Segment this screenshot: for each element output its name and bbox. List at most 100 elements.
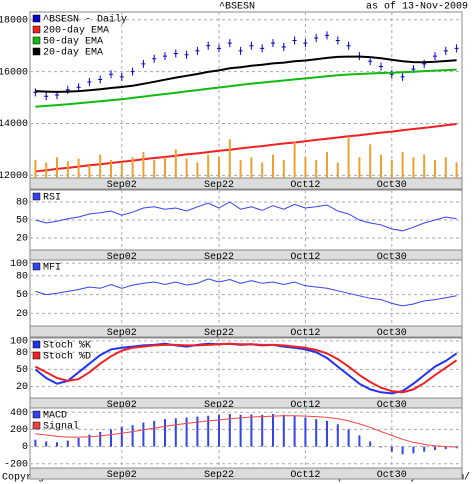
y-tick-label: -200 [4, 459, 28, 470]
bar [77, 438, 80, 447]
bar [455, 162, 458, 178]
legend-label: Stoch %K [43, 340, 91, 352]
bar [455, 446, 458, 449]
bar [434, 159, 436, 178]
panel [29, 407, 463, 469]
bar [358, 157, 361, 178]
x-tick-label: Oct30 [377, 180, 407, 191]
bar [347, 136, 350, 178]
bar [326, 152, 328, 178]
x-tick-label: Oct30 [377, 328, 407, 339]
price-mark [119, 72, 124, 81]
bar [99, 432, 102, 447]
legend-label: MACD [43, 411, 67, 422]
price-mark [433, 52, 437, 61]
bar [228, 414, 231, 447]
price-mark [87, 78, 92, 87]
bar [131, 425, 134, 447]
y-tick-label: 20 [16, 309, 28, 320]
series-line [35, 68, 457, 108]
legend-label: MFI [43, 263, 61, 274]
panel [29, 11, 463, 179]
x-tick-label: Oct12 [290, 400, 320, 411]
legend-swatch [32, 410, 41, 419]
y-tick-label: 80 [16, 348, 28, 359]
x-tick-label: Sep22 [204, 328, 234, 339]
price-mark [260, 44, 265, 53]
legend-label: Stoch %D [43, 351, 91, 363]
bar [434, 446, 436, 450]
y-tick-label: 20 [16, 382, 28, 393]
price-mark [173, 49, 178, 58]
legend-swatch [32, 47, 41, 56]
bar [304, 157, 307, 178]
y-tick-label: 400 [10, 408, 28, 419]
bar [401, 152, 404, 178]
x-tick-label: Oct12 [290, 470, 320, 481]
price-mark [292, 36, 297, 45]
price-mark [206, 41, 211, 50]
legend-swatch [32, 36, 41, 45]
x-tick-label: Oct30 [377, 252, 407, 263]
bar [218, 414, 220, 447]
bar [77, 158, 80, 178]
legend-label: 200-day EMA [43, 25, 109, 37]
x-tick-label: Sep02 [107, 328, 137, 339]
bar [99, 154, 102, 178]
panel [29, 259, 463, 327]
bar [185, 158, 188, 178]
bar [185, 417, 188, 447]
price-mark [163, 52, 167, 61]
price-mark [314, 33, 319, 42]
y-tick-label: 50 [16, 290, 28, 301]
price-mark [368, 57, 373, 66]
bar [56, 157, 58, 178]
series-line [34, 342, 458, 394]
price-mark [325, 31, 329, 40]
price-mark [76, 83, 81, 92]
x-tick-label: Oct12 [290, 252, 320, 263]
bar [282, 414, 285, 447]
x-tick-label: Oct12 [290, 180, 320, 191]
bar [164, 419, 166, 447]
price-mark [443, 46, 448, 55]
legend-swatch [32, 351, 41, 360]
bar [164, 157, 166, 178]
chart-subtitle: as of 13-Nov-2009 [366, 1, 468, 13]
y-tick-label: 0 [22, 442, 28, 453]
x-tick-label: Sep02 [107, 470, 137, 481]
series-line [35, 201, 457, 232]
y-tick-label: 12000 [0, 171, 28, 182]
bar [336, 162, 339, 178]
bar [347, 429, 350, 447]
bar [423, 446, 426, 452]
legend-label: Signal [43, 421, 79, 433]
bar [423, 154, 426, 178]
date-band [29, 177, 463, 190]
x-tick-label: Sep22 [204, 400, 234, 411]
bar [293, 415, 296, 447]
legend-swatch [32, 421, 41, 430]
x-tick-label: Sep22 [204, 180, 234, 191]
bar [142, 422, 145, 447]
y-tick-label: 200 [10, 425, 28, 436]
price-mark [238, 46, 243, 55]
bar [326, 420, 328, 447]
price-mark [130, 67, 135, 76]
x-tick-label: Oct30 [377, 400, 407, 411]
series-line [35, 278, 457, 307]
bar [153, 420, 156, 447]
date-band [29, 325, 463, 338]
y-tick-label: 80 [16, 271, 28, 282]
bar [315, 419, 318, 447]
x-tick-label: Sep02 [107, 400, 137, 411]
price-mark [422, 59, 427, 68]
x-tick-label: Sep02 [107, 180, 137, 191]
bar [390, 159, 393, 178]
bar [45, 162, 48, 178]
series-line [35, 415, 457, 448]
bar [412, 446, 415, 454]
y-tick-label: 20 [16, 234, 28, 245]
legend-swatch [32, 340, 41, 349]
bar [293, 141, 296, 178]
